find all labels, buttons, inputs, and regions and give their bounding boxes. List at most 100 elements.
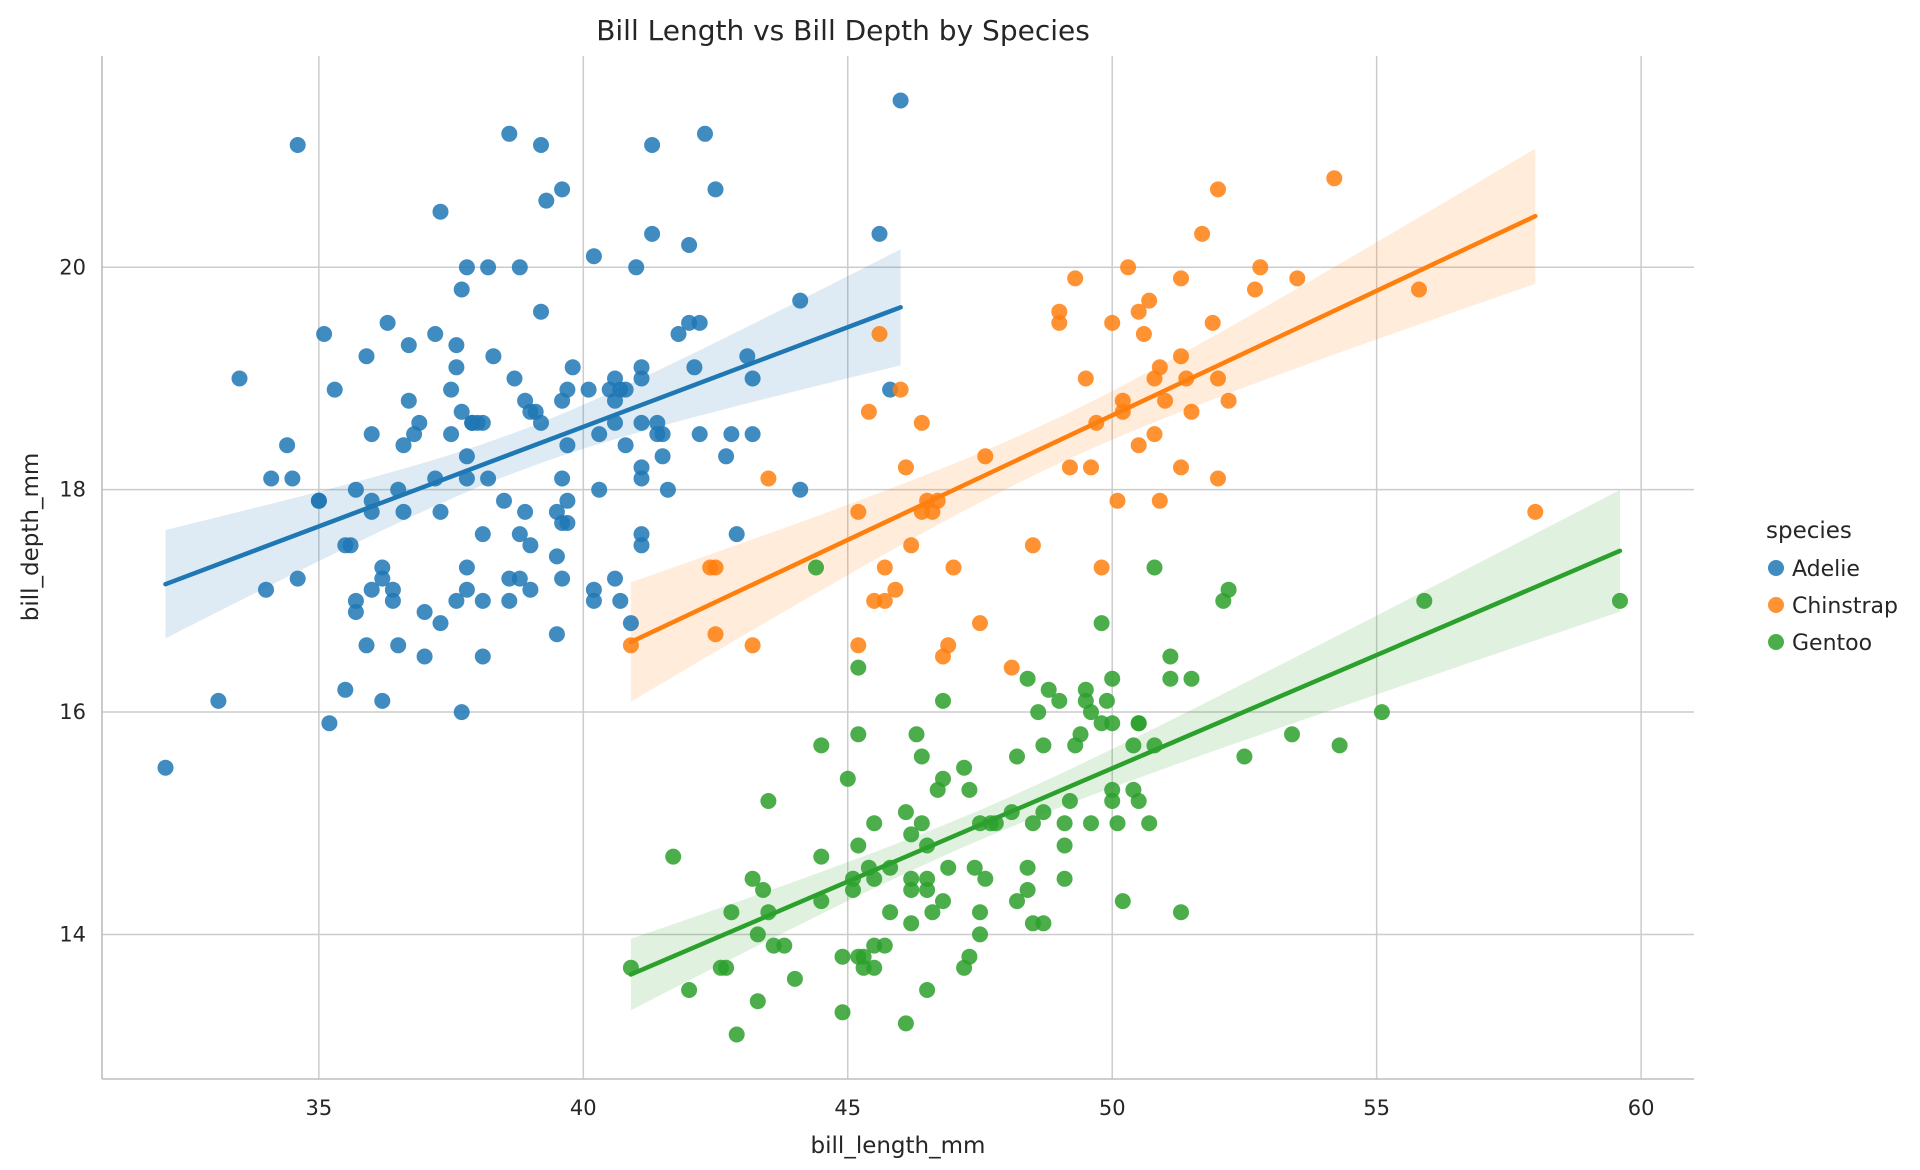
gentoo-point <box>1373 704 1390 721</box>
adelie-point <box>892 92 909 109</box>
chinstrap-point <box>850 503 867 520</box>
chinstrap-point <box>913 414 930 431</box>
chinstrap-point <box>1173 348 1189 365</box>
adelie-point <box>533 303 549 320</box>
gentoo-point <box>718 959 735 976</box>
gentoo-point <box>1056 815 1073 832</box>
adelie-point <box>644 137 661 153</box>
adelie-point <box>723 426 740 443</box>
chinstrap-point <box>760 470 777 487</box>
gentoo-regression-line <box>628 548 1623 977</box>
adelie-point <box>633 359 650 376</box>
gentoo-point <box>897 804 914 821</box>
gentoo-point <box>813 737 830 754</box>
gentoo-point <box>1009 748 1025 765</box>
gentoo-point <box>1162 670 1179 687</box>
y-tick-label: 14 <box>59 922 86 946</box>
gentoo-point <box>903 826 920 843</box>
adelie-point <box>585 581 602 598</box>
adelie-point <box>342 537 359 554</box>
regression-lines <box>163 213 1623 977</box>
adelie-point <box>347 604 364 620</box>
gentoo-point <box>665 848 682 865</box>
chinstrap-point <box>1210 181 1226 198</box>
adelie-point <box>432 615 449 632</box>
adelie-point <box>458 259 475 276</box>
gentoo-point <box>1331 737 1348 754</box>
chinstrap-point <box>1210 370 1226 387</box>
gentoo-point <box>1173 904 1189 921</box>
gentoo-point <box>850 837 867 854</box>
adelie-point <box>670 326 687 342</box>
adelie-point <box>395 437 412 454</box>
adelie-point <box>416 648 433 665</box>
gentoo-point <box>850 659 867 676</box>
y-tick-label: 20 <box>59 255 86 279</box>
adelie-point <box>210 692 227 709</box>
adelie-point <box>511 570 528 587</box>
gentoo-point <box>1114 893 1131 910</box>
gentoo-point <box>786 970 803 987</box>
adelie-point <box>792 481 809 498</box>
adelie-point <box>533 137 549 153</box>
gentoo-point <box>1125 737 1142 754</box>
legend: species Adelie Chinstrap Gentoo <box>1766 518 1898 656</box>
gentoo-point <box>1162 648 1179 665</box>
adelie-point <box>358 637 375 654</box>
adelie-point <box>384 592 401 609</box>
chinstrap-point <box>1104 314 1121 331</box>
chinstrap-point <box>1003 659 1020 676</box>
adelie-point <box>554 470 571 487</box>
chinstrap-point <box>1173 270 1189 287</box>
adelie-point <box>607 414 623 431</box>
adelie-point <box>559 515 576 531</box>
gentoo-point <box>919 870 936 887</box>
gentoo-point <box>845 882 861 898</box>
adelie-point <box>400 337 417 354</box>
adelie-point <box>739 348 756 365</box>
adelie-point <box>691 426 708 443</box>
gentoo-legend-label: Gentoo <box>1792 631 1872 656</box>
adelie-point <box>374 570 391 587</box>
adelie-point <box>522 581 539 598</box>
gentoo-point <box>1104 781 1121 798</box>
chinstrap-point <box>1326 170 1343 187</box>
gentoo-point <box>966 859 983 876</box>
gentoo-point <box>755 882 772 898</box>
gentoo-point <box>728 1026 745 1043</box>
chinstrap-point <box>1527 503 1544 520</box>
gentoo-point <box>1019 859 1036 876</box>
gentoo-point <box>749 926 766 943</box>
adelie-point <box>474 526 491 543</box>
gentoo-point <box>866 815 883 832</box>
adelie-point <box>157 759 174 776</box>
chinstrap-point <box>977 448 994 465</box>
adelie-point <box>548 548 565 565</box>
gentoo-point <box>1141 815 1158 832</box>
chinstrap-point <box>1083 459 1099 476</box>
adelie-point <box>448 592 465 609</box>
gentoo-point <box>882 904 899 921</box>
chinstrap-point <box>1151 492 1168 509</box>
adelie-point <box>697 125 713 142</box>
adelie-point <box>691 314 708 331</box>
adelie-point <box>612 592 629 609</box>
gentoo-point <box>903 870 920 887</box>
gentoo-point <box>744 870 761 887</box>
y-tick-label: 18 <box>59 478 86 502</box>
adelie-point <box>384 581 401 598</box>
chinstrap-point <box>1130 303 1147 320</box>
adelie-point <box>617 437 634 454</box>
x-tick-label: 45 <box>834 1096 861 1120</box>
gentoo-point <box>1077 681 1094 698</box>
adelie-point <box>654 448 671 465</box>
chinstrap-point <box>1077 370 1094 387</box>
adelie-point <box>501 592 518 609</box>
chinstrap-point <box>1411 281 1427 298</box>
legend-title: species <box>1766 518 1852 544</box>
adelie-point <box>432 203 449 220</box>
adelie-point <box>681 237 698 253</box>
chinstrap-point <box>1157 392 1174 409</box>
